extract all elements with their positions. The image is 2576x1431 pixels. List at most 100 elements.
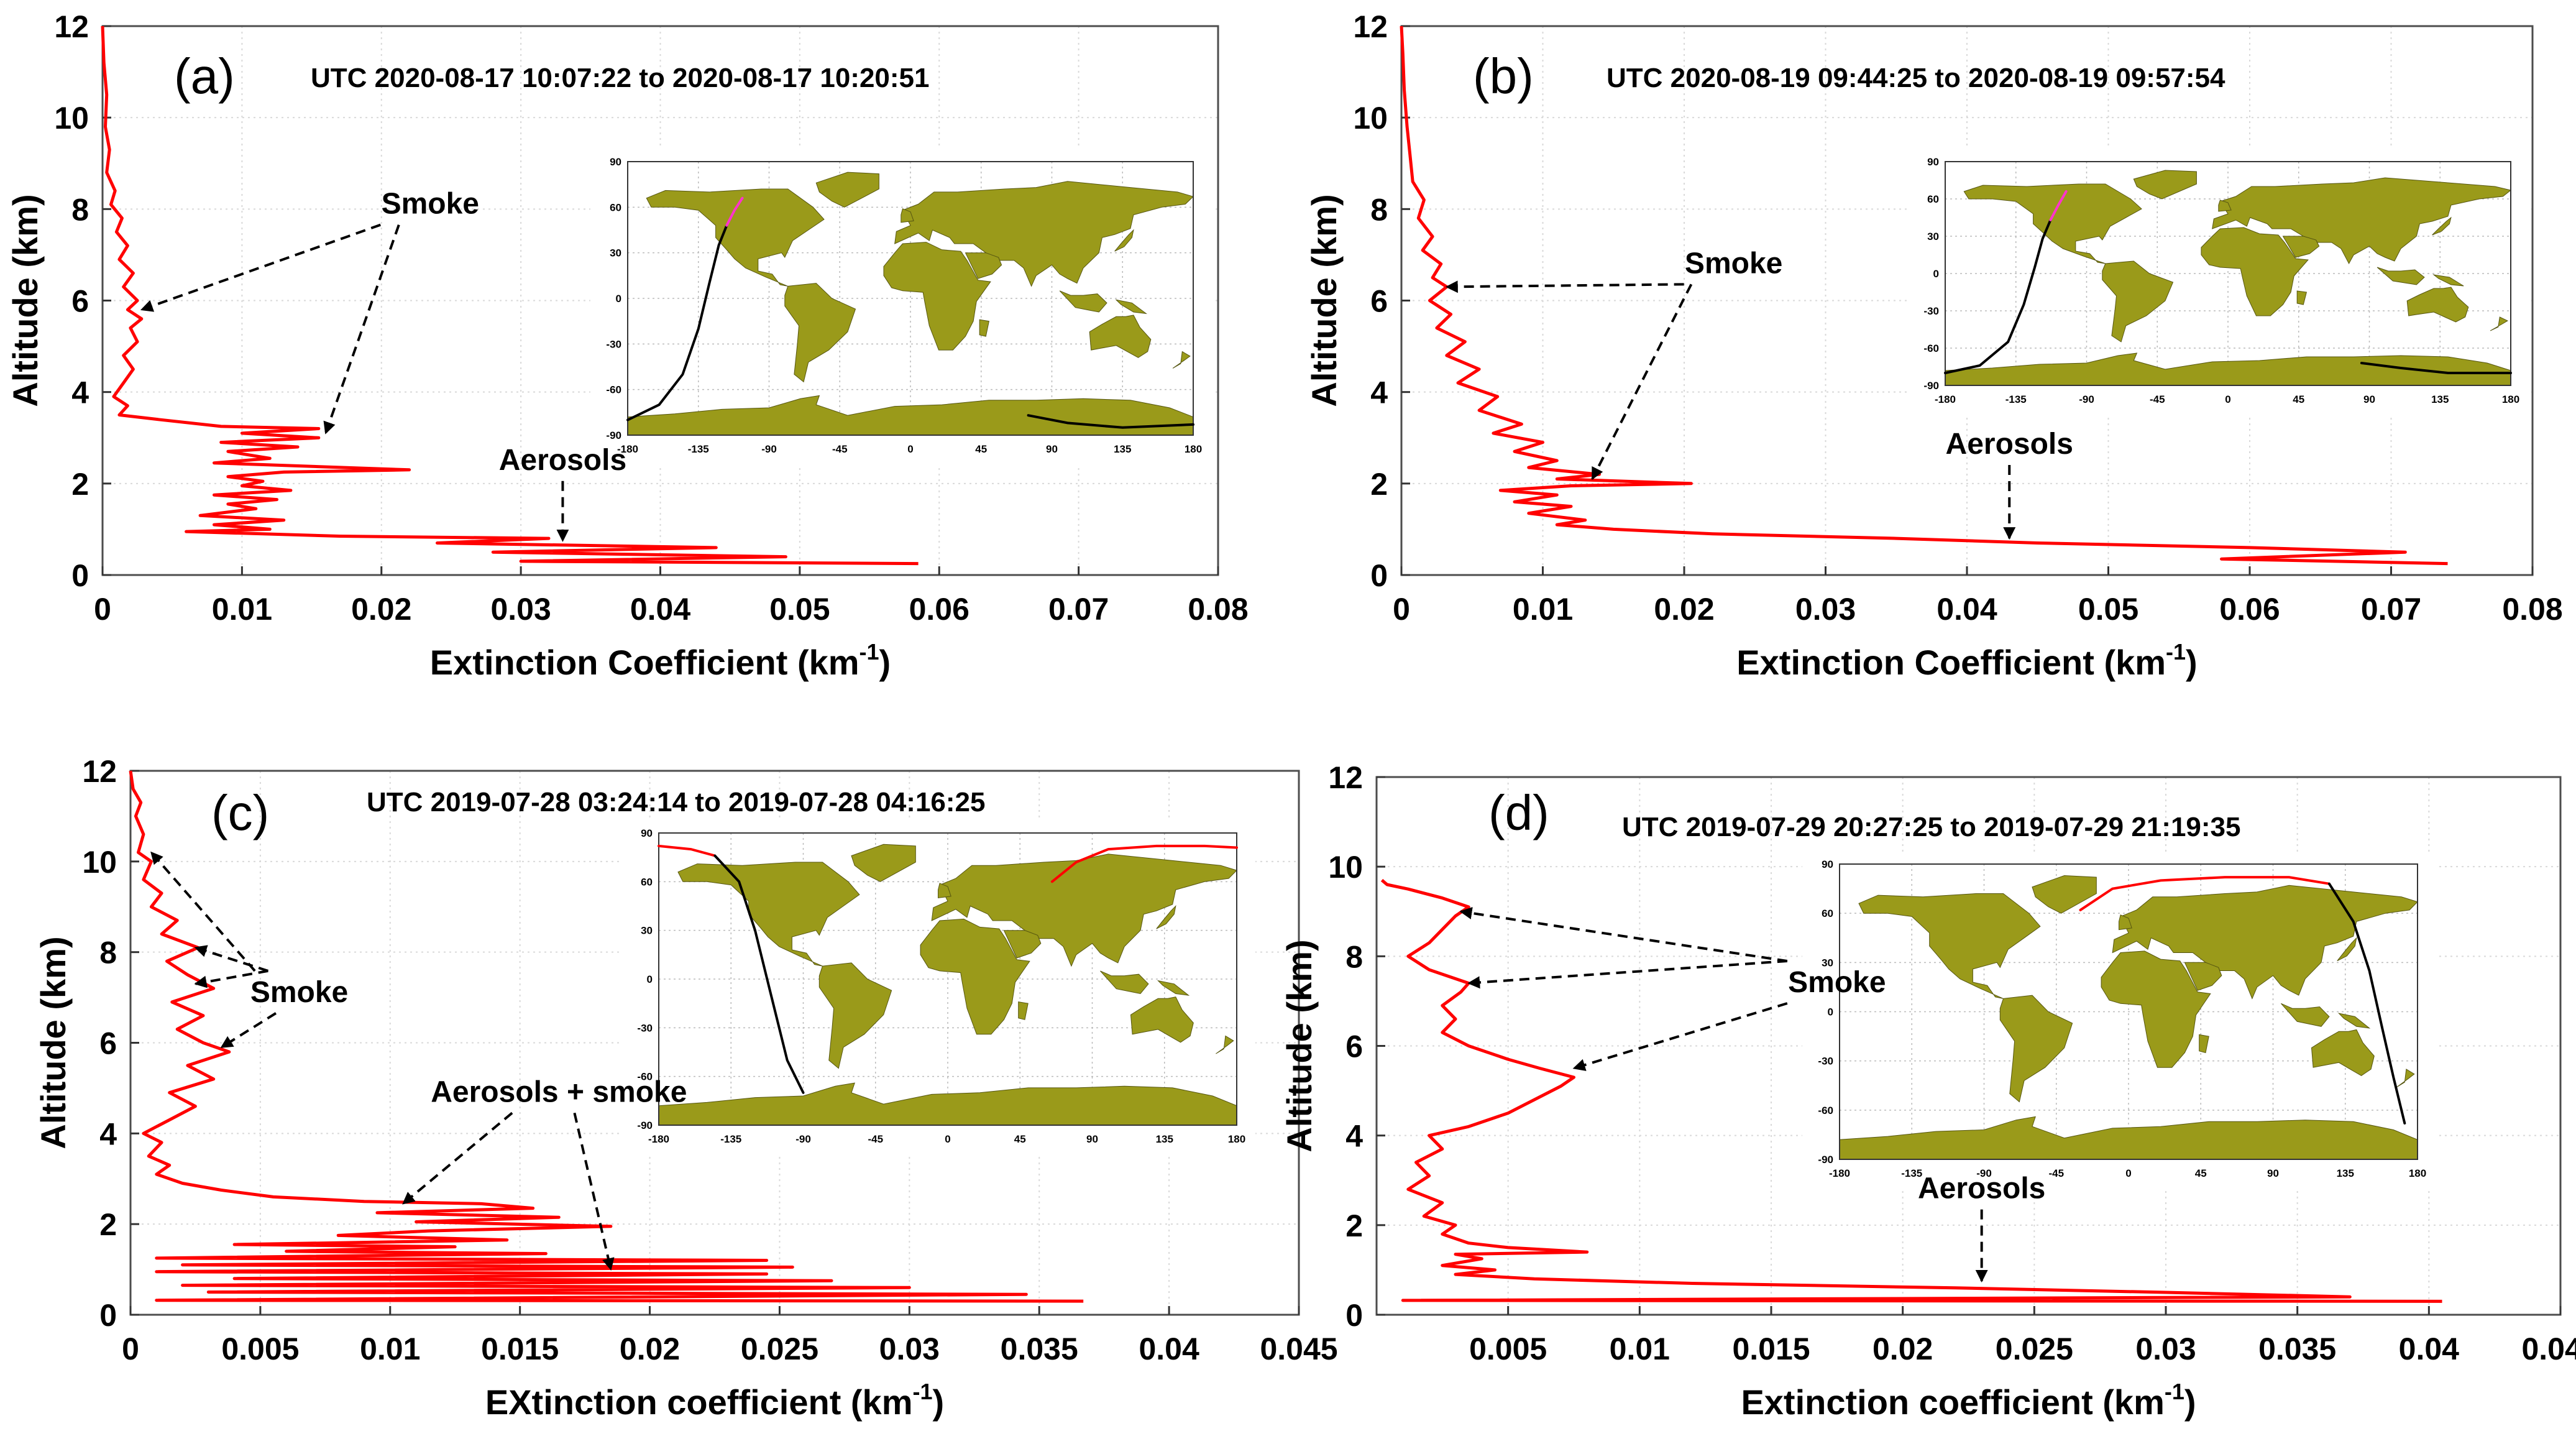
landmass-new-zealand bbox=[2396, 1069, 2415, 1088]
x-tick-label: 0 bbox=[94, 592, 111, 627]
landmass-north-america bbox=[1963, 183, 2142, 264]
x-tick-label: 0.05 bbox=[2078, 592, 2138, 627]
inset-lon-label: 90 bbox=[1046, 443, 1058, 455]
inset-lat-label: -30 bbox=[1818, 1056, 1833, 1067]
x-tick-label: 0.015 bbox=[1732, 1332, 1810, 1366]
annotation-label: Aerosols + smoke bbox=[431, 1075, 687, 1108]
inset-lat-label: -30 bbox=[606, 338, 621, 350]
inset-lon-label: 180 bbox=[1228, 1133, 1245, 1145]
inset-lat-label: 0 bbox=[616, 293, 621, 305]
landmass-new-zealand bbox=[1172, 351, 1191, 369]
inset-lat-label: -60 bbox=[1818, 1105, 1833, 1116]
inset-lat-label: -90 bbox=[606, 430, 621, 441]
x-tick-label: 0.03 bbox=[1795, 592, 1856, 627]
y-tick-label: 4 bbox=[99, 1116, 117, 1151]
satellite-ground-track bbox=[626, 224, 728, 421]
x-axis-title-text: EXtinction coefficient (km bbox=[485, 1383, 913, 1422]
inset-frame bbox=[627, 161, 1194, 436]
x-tick-label: 0.01 bbox=[360, 1332, 420, 1366]
annotation-label: Aerosols bbox=[1918, 1172, 2045, 1205]
x-tick-label: 0.04 bbox=[630, 592, 691, 627]
inset-lon-label: -45 bbox=[2150, 393, 2165, 405]
x-tick-label: 0.03 bbox=[879, 1332, 940, 1366]
y-tick-label: 8 bbox=[71, 192, 89, 227]
satellite-ground-track bbox=[2360, 362, 2512, 374]
landmass-arabia bbox=[2184, 962, 2222, 991]
satellite-ground-track bbox=[2049, 190, 2068, 221]
x-axis-title-text: Extinction Coefficient (km bbox=[430, 643, 859, 682]
y-axis-title: Altitude (km) bbox=[34, 936, 73, 1149]
panel-label: (a) bbox=[174, 48, 235, 104]
inset-lon-label: -45 bbox=[832, 443, 848, 455]
landmass-greenland bbox=[851, 844, 916, 882]
x-tick-label: 0 bbox=[122, 1332, 139, 1366]
inset-lon-label: -45 bbox=[868, 1133, 883, 1145]
inset-lon-label: -90 bbox=[795, 1133, 811, 1145]
x-axis-title: Extinction Coefficient (km-1) bbox=[1736, 639, 2197, 682]
annotation-label: Smoke bbox=[1685, 247, 1782, 280]
inset-lon-label: -90 bbox=[1976, 1167, 1992, 1179]
x-tick-label: 0.01 bbox=[212, 592, 272, 627]
y-tick-label: 12 bbox=[82, 754, 117, 789]
panel-label: (d) bbox=[1488, 785, 1549, 840]
landmass-japan bbox=[2432, 216, 2452, 236]
inset-lat-label: 30 bbox=[641, 925, 653, 937]
inset-lon-label: 45 bbox=[1014, 1133, 1026, 1145]
satellite-ground-track bbox=[725, 196, 744, 227]
annotation-arrow bbox=[194, 945, 269, 972]
y-tick-label: 0 bbox=[1345, 1298, 1363, 1333]
panel-a: 0 0.01 0.02 0.03 0.04 0.05 0.06 0.07 0.08 0 2 4 6 8 10… bbox=[6, 9, 1249, 682]
y-tick-label: 10 bbox=[1353, 101, 1388, 136]
landmass-southeast-asia-islands bbox=[1100, 970, 1149, 995]
inset-map: -180 -135 -90 -45 0 45 90 135 180 90 60 30 0 -30 -60 -9… bbox=[621, 821, 1255, 1156]
landmass-arabia bbox=[2282, 236, 2320, 258]
x-tick-label: 0.025 bbox=[741, 1332, 818, 1366]
x-axis-title-end: ) bbox=[879, 643, 891, 682]
inset-frame bbox=[1945, 161, 2511, 386]
inset-lon-label: -90 bbox=[2079, 393, 2094, 405]
annotation-label: Smoke bbox=[1788, 966, 1886, 999]
x-tick-label: 0.005 bbox=[1469, 1332, 1547, 1366]
inset-lon-label: 135 bbox=[1156, 1133, 1173, 1145]
annotation-label: Smoke bbox=[250, 976, 348, 1009]
y-tick-label: 12 bbox=[54, 9, 89, 44]
annotation-label: Aerosols bbox=[1946, 428, 2073, 461]
x-tick-label: 0.005 bbox=[221, 1332, 299, 1366]
y-tick-label: 12 bbox=[1328, 760, 1363, 795]
extinction-profile-line bbox=[101, 25, 919, 566]
inset-lat-label: 30 bbox=[1822, 957, 1833, 969]
landmass-north-america bbox=[646, 188, 825, 287]
y-tick-label: 6 bbox=[1345, 1029, 1363, 1064]
panel-d: 0.005 0.01 0.015 0.02 0.025 0.03 0.035 0.04 0.04… bbox=[1280, 760, 2576, 1422]
landmass-australia bbox=[2406, 287, 2469, 323]
inset-lon-label: 45 bbox=[2293, 393, 2304, 405]
panel-c: 0 0.005 0.01 0.015 0.02 0.025 0.03 0.035 0.04 0.0… bbox=[34, 754, 1338, 1422]
panel-label: (c) bbox=[211, 785, 269, 840]
annotation-arrow bbox=[1572, 1002, 1788, 1071]
inset-lon-label: 45 bbox=[975, 443, 987, 455]
x-axis-title: Extinction coefficient (km-1) bbox=[1741, 1379, 2196, 1422]
y-tick-label: 8 bbox=[1345, 939, 1363, 974]
x-tick-label: 0.05 bbox=[769, 592, 830, 627]
x-tick-label: 0.04 bbox=[2399, 1332, 2460, 1366]
landmass-eurasia bbox=[931, 854, 1237, 967]
x-tick-label: 0.08 bbox=[1188, 592, 1248, 627]
landmass-greenland bbox=[2032, 875, 2097, 914]
landmass-madagascar bbox=[2296, 290, 2308, 305]
inset-lon-label: 90 bbox=[2267, 1167, 2279, 1179]
landmass-southeast-asia-islands bbox=[1059, 290, 1107, 313]
x-tick-label: 0 bbox=[1393, 592, 1410, 627]
y-tick-label: 10 bbox=[1328, 850, 1363, 885]
landmass-uk bbox=[2119, 914, 2132, 931]
annotation-arrow bbox=[1591, 283, 1693, 481]
x-tick-label: 0.04 bbox=[1139, 1332, 1199, 1366]
y-axis-title: Altitude (km) bbox=[1280, 939, 1319, 1152]
y-tick-label: 8 bbox=[99, 936, 117, 970]
x-tick-label: 0.02 bbox=[1872, 1332, 1933, 1366]
landmass-southeast-asia-islands bbox=[2377, 267, 2425, 285]
x-tick-label: 0.01 bbox=[1610, 1332, 1670, 1366]
inset-lon-label: -180 bbox=[617, 443, 638, 455]
landmass-australia bbox=[1089, 315, 1152, 358]
landmass-south-america bbox=[1999, 995, 2073, 1103]
inset-lon-label: -180 bbox=[1829, 1167, 1850, 1179]
